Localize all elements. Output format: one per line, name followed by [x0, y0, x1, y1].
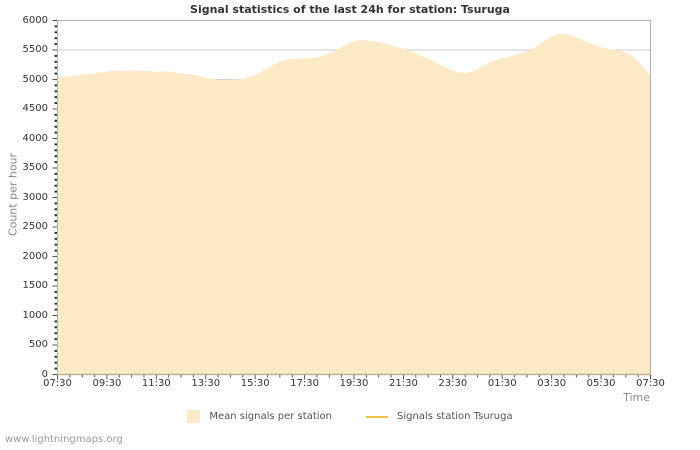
x-tick-label: 23:30: [438, 378, 468, 389]
footer-source-url: www.lightningmaps.org: [5, 434, 123, 445]
y-tick-label: 4500: [22, 103, 48, 114]
x-axis-title: Time: [623, 391, 650, 404]
x-tick-label: 17:30: [290, 378, 319, 389]
y-tick-label: 3500: [22, 162, 48, 173]
area-series-mean-signals: [57, 33, 651, 375]
legend-item-station-signals: Signals station Tsuruga: [365, 411, 513, 422]
plot-border: [57, 20, 651, 375]
x-tick-label: 05:30: [586, 378, 616, 389]
plot-frame: [57, 20, 651, 375]
legend-label-mean-signals: Mean signals per station: [209, 411, 332, 422]
y-tick-label: 5000: [22, 73, 48, 85]
x-tick-label: 19:30: [339, 378, 369, 389]
y-tick-label: 0: [41, 368, 48, 380]
x-tick-label: 01:30: [487, 378, 517, 389]
y-tick-label: 5500: [22, 44, 48, 55]
x-tick-label: 07:30: [43, 378, 72, 389]
legend-label-station-signals: Signals station Tsuruga: [396, 411, 513, 422]
y-tick-label: 2500: [22, 221, 48, 232]
x-tick-label: 09:30: [92, 378, 122, 389]
x-tick-label: 21:30: [388, 378, 418, 389]
legend-item-mean-signals: Mean signals per station: [187, 410, 332, 423]
y-tick-label: 1000: [22, 309, 48, 321]
area-fill-path: [57, 33, 651, 375]
y-tick-label: 3000: [22, 191, 48, 203]
x-tick-label: 03:30: [537, 378, 567, 389]
x-tick-label: 13:30: [191, 378, 221, 389]
legend-line-swatch-icon: [365, 415, 388, 418]
y-tick-label: 1500: [22, 280, 48, 291]
y-tick-label: 4000: [22, 132, 48, 144]
chart-legend: Mean signals per station Signals station…: [0, 410, 700, 423]
legend-area-swatch-icon: [187, 410, 201, 423]
y-tick-label: 2000: [22, 250, 48, 262]
x-tick-label: 11:30: [141, 378, 171, 389]
y-tick-label: 6000: [22, 14, 48, 26]
x-tick-label: 07:30: [636, 378, 665, 389]
chart-title: Signal statistics of the last 24h for st…: [190, 3, 510, 16]
x-tick-label: 15:30: [240, 378, 270, 389]
y-tick-label: 500: [28, 339, 48, 350]
